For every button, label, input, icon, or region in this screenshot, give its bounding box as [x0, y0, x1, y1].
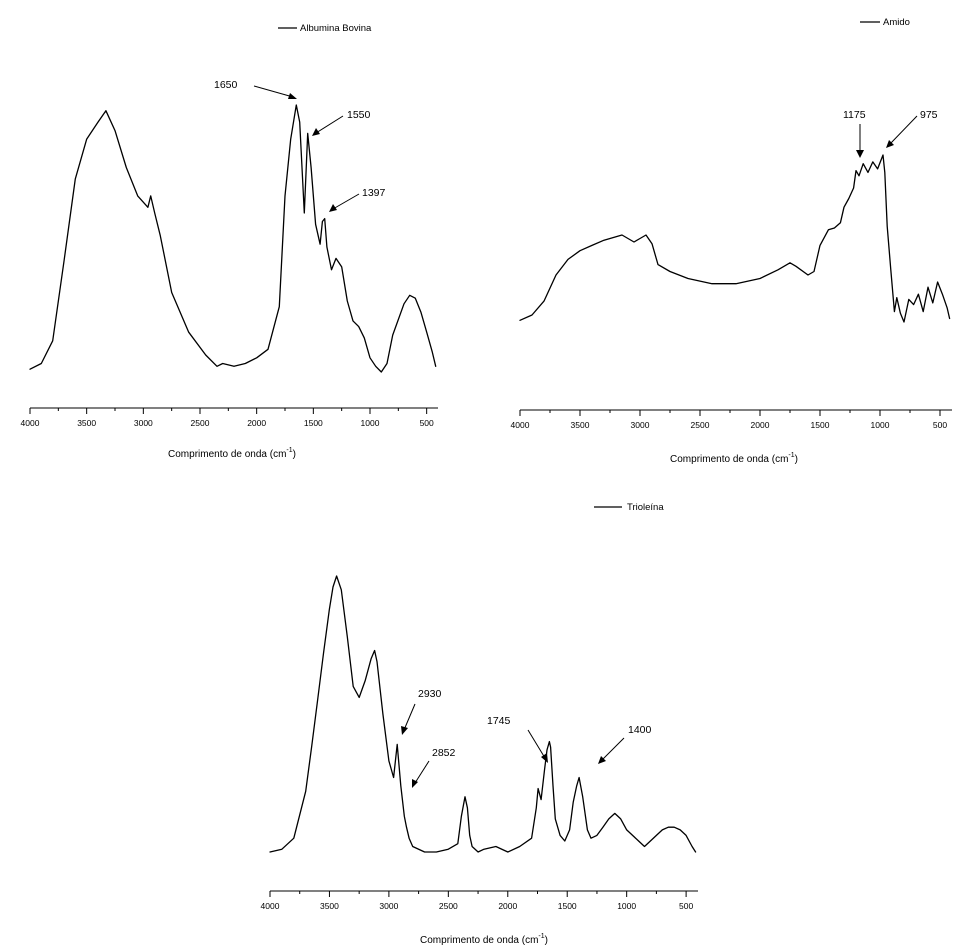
annotation-975: 975 [886, 109, 938, 148]
peak-label-2852: 2852 [432, 747, 456, 759]
x-axis-albumina: 4000 3500 3000 2500 2000 1500 1000 500 Comprime… [21, 407, 438, 460]
series-line-trioleina [269, 575, 697, 853]
peak-arrowhead-1550 [312, 128, 320, 136]
annotation-2852: 2852 [412, 747, 456, 788]
peak-arrow-1400 [601, 737, 625, 761]
peak-arrow-1650 [253, 85, 294, 98]
peak-arrowhead-1175 [856, 150, 864, 158]
peak-arrow-975 [889, 115, 918, 145]
x-tick-label-500: 500 [933, 420, 947, 430]
x-tick-label-4000: 4000 [21, 418, 40, 428]
series-line-albumina [29, 104, 437, 373]
x-tick-label-2500: 2500 [691, 420, 710, 430]
x-axis-title-albumina: Comprimento de onda (cm-1) [168, 447, 296, 460]
peak-arrowhead-2930 [401, 726, 408, 735]
peak-arrow-2930 [403, 703, 416, 731]
x-tick-label-1500: 1500 [304, 418, 323, 428]
x-tick-label-500: 500 [420, 418, 434, 428]
peak-label-1175: 1175 [843, 109, 866, 121]
legend-label-trioleina: Trioleína [627, 502, 664, 513]
x-tick-label-2000: 2000 [751, 420, 770, 430]
peak-label-1745: 1745 [487, 715, 511, 727]
peak-label-1400: 1400 [628, 724, 652, 736]
x-tick-label-2500: 2500 [439, 901, 458, 911]
x-axis-ticks: 4000 3500 3000 2500 2000 1500 1000 500 [261, 891, 693, 911]
peak-arrow-2852 [414, 760, 430, 784]
x-axis-amido: 4000 3500 3000 2500 2000 1500 1000 500 Comprime… [511, 409, 952, 465]
chart-trioleina: Trioleína 2930 2852 1745 1400 4000 3500 30… [261, 502, 698, 946]
x-tick-label-500: 500 [679, 901, 693, 911]
x-tick-label-3500: 3500 [571, 420, 590, 430]
chart-amido: Amido 1175 975 4000 3500 3000 2500 2000 1500 1… [511, 17, 952, 465]
peak-label-1397: 1397 [362, 187, 386, 199]
x-tick-label-3500: 3500 [77, 418, 96, 428]
x-tick-label-4000: 4000 [511, 420, 530, 430]
x-tick-label-2000: 2000 [247, 418, 266, 428]
x-tick-label-1000: 1000 [871, 420, 890, 430]
peak-arrowhead-1400 [598, 756, 606, 764]
peak-arrowhead-975 [886, 140, 894, 148]
annotation-2930: 2930 [401, 688, 442, 735]
peak-arrow-1745 [527, 729, 546, 759]
x-tick-label-2500: 2500 [191, 418, 210, 428]
peak-arrowhead-2852 [412, 779, 418, 788]
x-tick-label-1500: 1500 [811, 420, 830, 430]
x-tick-label-4000: 4000 [261, 901, 280, 911]
x-tick-label-1500: 1500 [558, 901, 577, 911]
series-line-amido [519, 154, 951, 323]
annotation-1745: 1745 [487, 715, 548, 763]
x-axis-ticks: 4000 3500 3000 2500 2000 1500 1000 500 [21, 408, 434, 428]
x-axis-title-amido: Comprimento de onda (cm-1) [670, 452, 798, 465]
annotation-1650: 1650 [214, 79, 297, 99]
peak-label-1650: 1650 [214, 79, 238, 91]
annotation-1400: 1400 [598, 724, 652, 764]
x-tick-label-3500: 3500 [320, 901, 339, 911]
x-tick-label-1000: 1000 [617, 901, 636, 911]
peak-label-2930: 2930 [418, 688, 442, 700]
annotation-1397: 1397 [329, 187, 386, 212]
peak-arrowhead-1745 [541, 753, 548, 763]
legend-label-amido: Amido [883, 17, 910, 28]
x-tick-label-1000: 1000 [361, 418, 380, 428]
peak-arrow-1550 [315, 115, 344, 134]
chart-albumina: Albumina Bovina 1650 1550 1397 4000 3500 3… [21, 23, 438, 460]
x-tick-label-2000: 2000 [498, 901, 517, 911]
annotation-1550: 1550 [312, 109, 371, 136]
peak-arrowhead-1397 [329, 204, 337, 212]
legend-label-albumina: Albumina Bovina [300, 23, 372, 34]
x-tick-label-3000: 3000 [631, 420, 650, 430]
peak-label-975: 975 [920, 109, 938, 121]
x-tick-label-3000: 3000 [379, 901, 398, 911]
x-axis-trioleina: 4000 3500 3000 2500 2000 1500 1000 500 Comprime… [261, 890, 698, 946]
x-axis-ticks: 4000 3500 3000 2500 2000 1500 1000 500 [511, 410, 947, 430]
peak-arrow-1397 [332, 193, 360, 210]
annotation-1175: 1175 [843, 109, 866, 158]
peak-label-1550: 1550 [347, 109, 371, 121]
peak-arrowhead-1650 [288, 93, 297, 99]
x-tick-label-3000: 3000 [134, 418, 153, 428]
x-axis-title-trioleina: Comprimento de onda (cm-1) [420, 933, 548, 946]
